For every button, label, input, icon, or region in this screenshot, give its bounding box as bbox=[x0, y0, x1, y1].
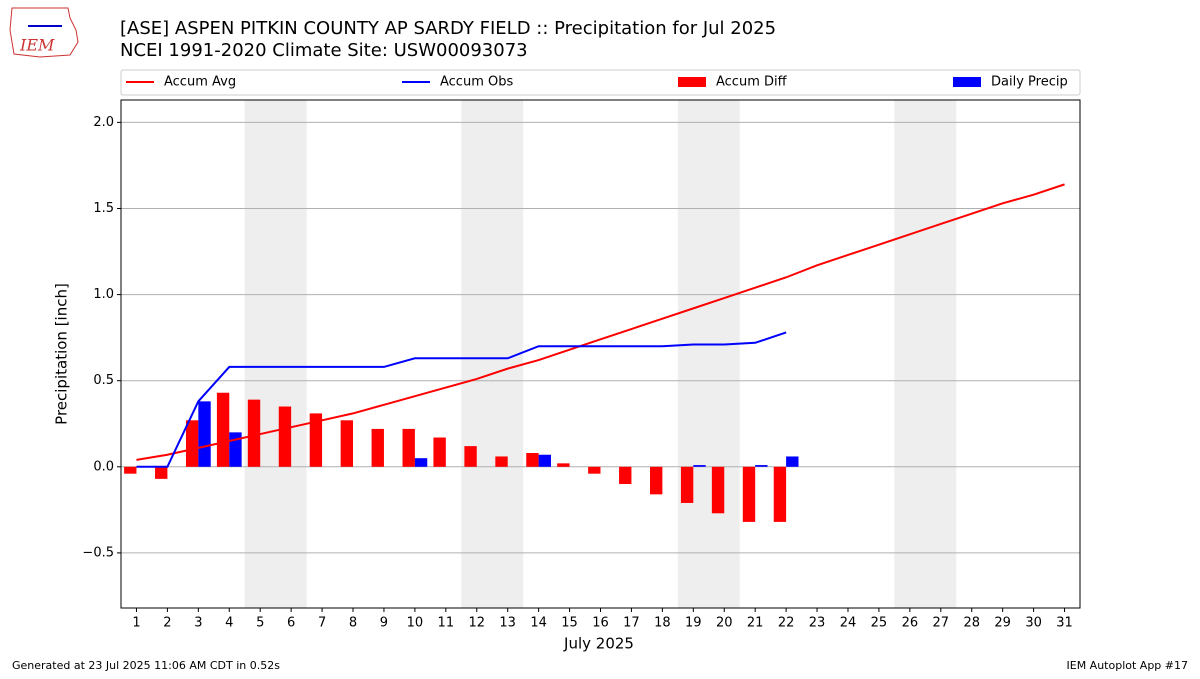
x-tick-label: 15 bbox=[561, 616, 578, 631]
x-tick-label: 3 bbox=[194, 616, 202, 631]
bar bbox=[247, 399, 261, 467]
x-tick-label: 13 bbox=[499, 616, 516, 631]
x-tick-label: 30 bbox=[1025, 616, 1042, 631]
x-tick-label: 28 bbox=[963, 616, 980, 631]
x-tick-label: 1 bbox=[132, 616, 140, 631]
x-tick-label: 18 bbox=[654, 616, 671, 631]
footer-left: Generated at 23 Jul 2025 11:06 AM CDT in… bbox=[12, 659, 280, 672]
x-tick-label: 5 bbox=[256, 616, 264, 631]
x-tick-label: 29 bbox=[994, 616, 1011, 631]
bar bbox=[414, 458, 428, 467]
legend-swatch bbox=[678, 77, 706, 87]
bar bbox=[198, 401, 211, 467]
bar bbox=[711, 466, 725, 514]
bar bbox=[229, 432, 242, 467]
x-tick-label: 19 bbox=[685, 616, 702, 631]
x-tick-label: 10 bbox=[407, 616, 424, 631]
legend-label: Daily Precip bbox=[991, 75, 1068, 90]
x-tick-label: 6 bbox=[287, 616, 295, 631]
bar bbox=[309, 413, 323, 467]
y-tick-label: 2.0 bbox=[93, 115, 114, 130]
legend-label: Accum Diff bbox=[716, 75, 788, 90]
chart-subtitle: NCEI 1991-2020 Climate Site: USW00093073 bbox=[120, 40, 528, 61]
weekend-band bbox=[677, 100, 740, 608]
bar bbox=[649, 466, 663, 495]
bar bbox=[185, 420, 199, 467]
chart-title: [ASE] ASPEN PITKIN COUNTY AP SARDY FIELD… bbox=[120, 18, 776, 39]
x-tick-label: 31 bbox=[1056, 616, 1073, 631]
bar bbox=[526, 453, 539, 467]
bar bbox=[495, 456, 508, 467]
x-tick-label: 23 bbox=[809, 616, 826, 631]
x-tick-label: 14 bbox=[530, 616, 547, 631]
bar bbox=[557, 463, 570, 467]
bar bbox=[538, 454, 552, 467]
x-tick-label: 11 bbox=[438, 616, 455, 631]
bar bbox=[340, 420, 354, 467]
x-tick-label: 27 bbox=[933, 616, 950, 631]
x-tick-label: 25 bbox=[871, 616, 888, 631]
logo: IEM bbox=[9, 7, 79, 58]
bar bbox=[464, 446, 477, 467]
bar bbox=[216, 392, 230, 467]
y-axis-label: Precipitation [inch] bbox=[53, 283, 71, 425]
x-tick-label: 2 bbox=[163, 616, 171, 631]
bar bbox=[755, 465, 768, 467]
x-tick-label: 21 bbox=[747, 616, 764, 631]
legend-label: Accum Avg bbox=[164, 75, 236, 90]
line bbox=[136, 331, 787, 468]
bar bbox=[742, 466, 756, 522]
bar bbox=[588, 466, 601, 474]
x-tick-label: 26 bbox=[902, 616, 919, 631]
y-tick-label: 0.5 bbox=[93, 373, 114, 388]
x-tick-label: 16 bbox=[592, 616, 609, 631]
logo-outline bbox=[9, 7, 79, 58]
x-tick-label: 9 bbox=[380, 616, 388, 631]
bar bbox=[433, 437, 446, 467]
x-tick-label: 22 bbox=[778, 616, 795, 631]
x-tick-label: 12 bbox=[468, 616, 485, 631]
bar bbox=[124, 466, 137, 474]
bar bbox=[619, 466, 632, 485]
x-tick-label: 7 bbox=[318, 616, 326, 631]
line bbox=[136, 183, 1065, 461]
y-tick-label: 1.0 bbox=[93, 287, 114, 302]
x-tick-label: 8 bbox=[349, 616, 357, 631]
y-tick-label: −0.5 bbox=[82, 545, 114, 560]
footer-right: IEM Autoplot App #17 bbox=[1067, 659, 1189, 672]
logo-text: IEM bbox=[19, 36, 55, 55]
weekend-band bbox=[244, 100, 307, 608]
bar bbox=[402, 428, 415, 467]
bar bbox=[680, 466, 694, 503]
y-tick-label: 1.5 bbox=[93, 201, 114, 216]
weekend-band bbox=[894, 100, 957, 608]
plot-frame bbox=[120, 99, 1081, 609]
y-tick-label: 0.0 bbox=[93, 459, 114, 474]
bar bbox=[371, 428, 384, 467]
bar bbox=[786, 456, 799, 467]
legend bbox=[120, 69, 1081, 96]
x-tick-label: 24 bbox=[840, 616, 857, 631]
x-tick-label: 20 bbox=[716, 616, 733, 631]
bar bbox=[773, 466, 787, 522]
legend-swatch bbox=[953, 77, 981, 87]
x-axis-label: July 2025 bbox=[563, 635, 634, 653]
bar bbox=[278, 406, 292, 467]
legend-label: Accum Obs bbox=[440, 75, 513, 90]
bar bbox=[693, 465, 706, 467]
bar bbox=[155, 466, 168, 479]
x-tick-label: 17 bbox=[623, 616, 640, 631]
x-tick-label: 4 bbox=[225, 616, 233, 631]
weekend-band bbox=[461, 100, 524, 608]
